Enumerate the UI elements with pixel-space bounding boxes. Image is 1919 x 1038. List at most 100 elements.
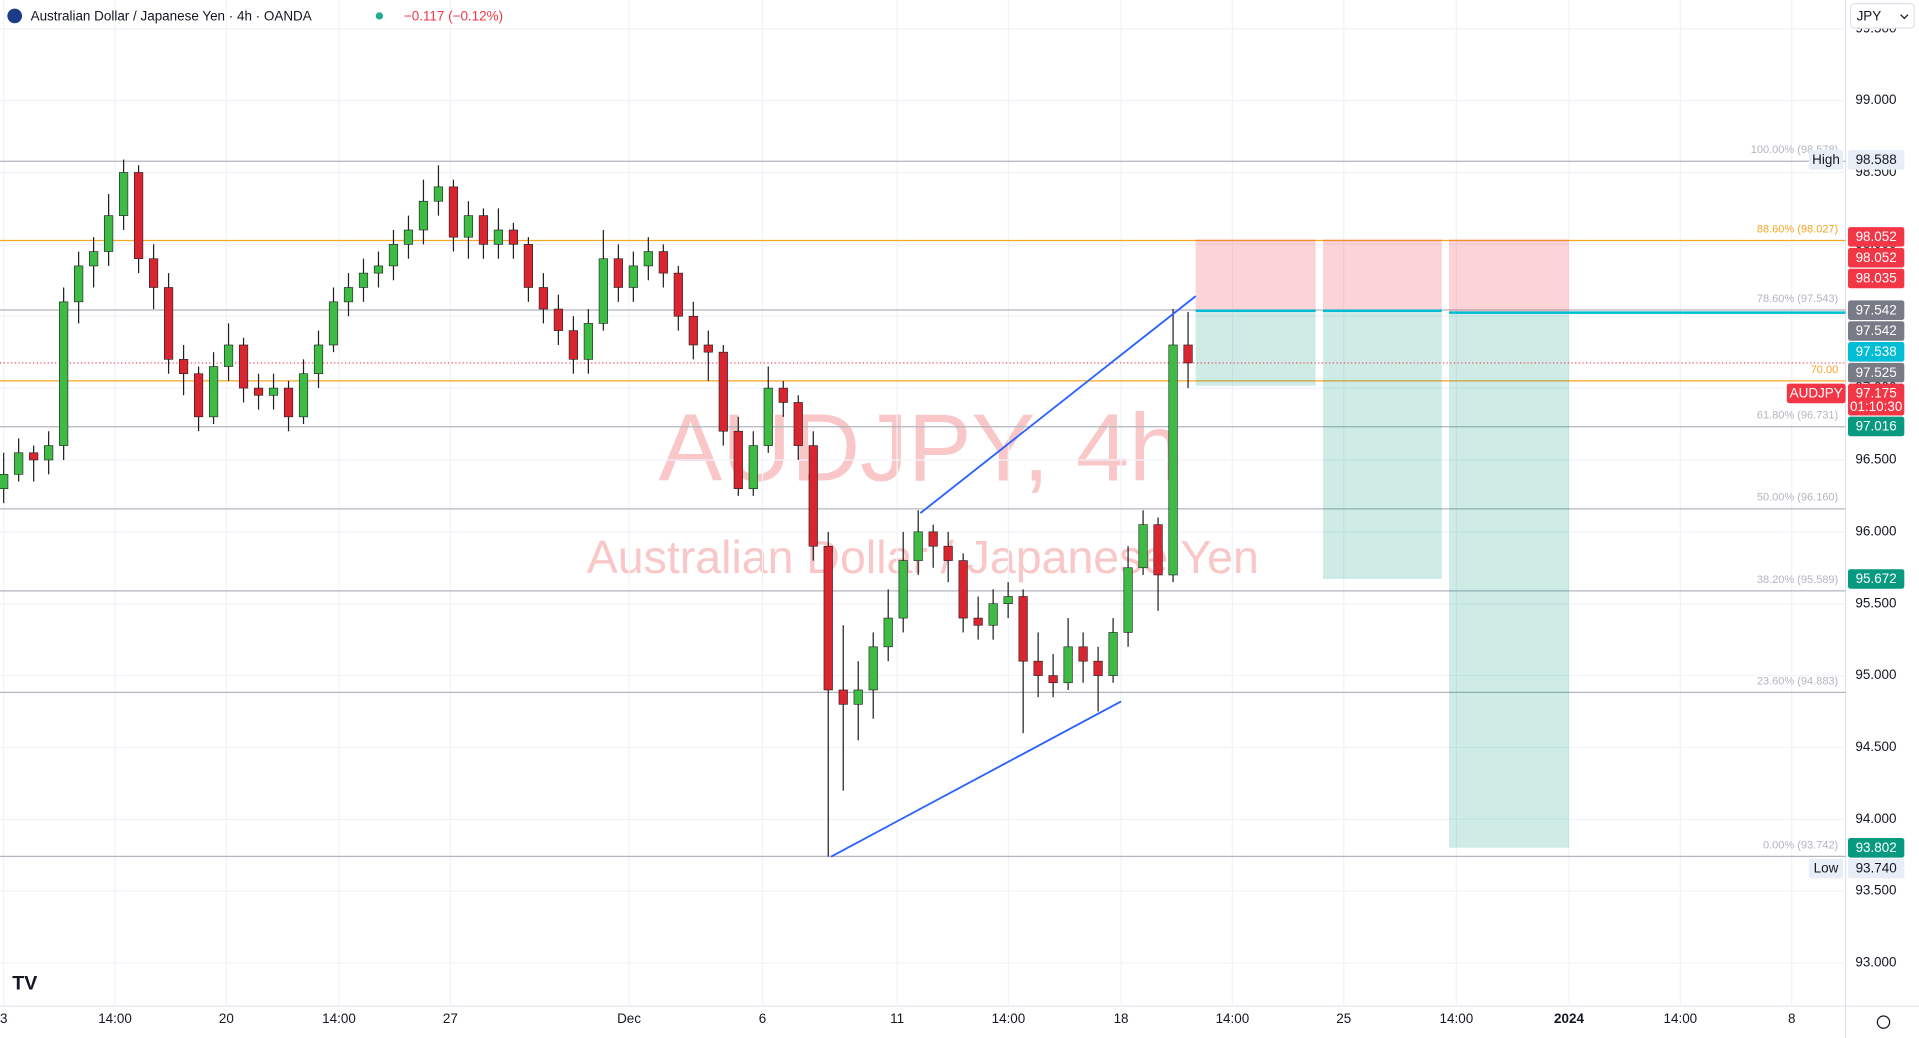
currency-select[interactable]	[1849, 3, 1915, 29]
candle-body	[943, 545, 953, 561]
target-zone	[1322, 310, 1442, 579]
price-tag	[1848, 383, 1905, 416]
plot: 93.000 93.500 94.000 94.500 95.000 95.500 96.0…	[0, 0, 1897, 1026]
price-tag-label: 93.802	[1856, 840, 1897, 855]
candle-body	[0, 474, 9, 490]
candle-body	[104, 215, 114, 252]
x-tick-label: 20	[219, 1011, 234, 1026]
candle-body	[778, 387, 788, 403]
candle-body	[838, 689, 848, 705]
candle-body	[1018, 596, 1028, 662]
y-tick-label: 96.500	[1855, 452, 1896, 467]
candle-body	[793, 402, 803, 446]
price-tag	[1848, 858, 1905, 879]
candle-body	[673, 272, 683, 317]
x-tick-label: 27	[443, 1011, 458, 1026]
candle-body	[1168, 344, 1178, 576]
tag-name: AUDJPY	[1790, 386, 1843, 401]
fib-label: 50.00% (96.160)	[1757, 492, 1838, 504]
price-tag	[1848, 247, 1905, 268]
candle-body	[1183, 344, 1193, 364]
y-tick-label: 96.000	[1855, 523, 1896, 538]
trendline	[830, 700, 1122, 858]
price-tag	[1848, 300, 1905, 320]
candle-body	[418, 200, 429, 231]
tag-name: Low	[1814, 861, 1839, 876]
fib-label: 38.20% (95.589)	[1757, 574, 1838, 586]
x-tick-label: Dec	[617, 1011, 641, 1026]
y-tick-label: 95.500	[1855, 595, 1896, 610]
symbol-icon[interactable]	[7, 8, 23, 24]
candle-body	[253, 387, 264, 396]
stop-zone	[1449, 239, 1569, 313]
price-tag-label: 93.740	[1856, 861, 1897, 876]
price-change: −0.117 (−0.12%)	[404, 9, 503, 24]
candle-body	[718, 351, 728, 432]
candle-body	[193, 373, 204, 418]
symbol-title[interactable]: Australian Dollar / Japanese Yen · 4h · …	[31, 9, 312, 24]
price-tag-label: 97.016	[1856, 419, 1897, 434]
candle-body	[553, 308, 563, 331]
x-tick-label: 2024	[1554, 1011, 1584, 1026]
price-tag-label: 97.175	[1856, 386, 1897, 401]
dropdown-icon	[1900, 14, 1909, 20]
candle-body	[643, 251, 653, 267]
candle-body	[928, 531, 938, 547]
candle-body	[598, 258, 608, 324]
candle-body	[1003, 596, 1013, 605]
price-tag-label: 98.052	[1856, 229, 1897, 244]
fib-label: 78.60% (97.543)	[1757, 293, 1838, 305]
candle-body	[388, 244, 399, 267]
candle-body	[149, 258, 159, 288]
candle-body	[973, 617, 983, 626]
price-tag	[1848, 227, 1905, 247]
currency[interactable]: JPY	[1857, 9, 1882, 24]
candle-body	[178, 359, 189, 375]
trendline	[919, 295, 1197, 514]
market-status	[375, 12, 384, 20]
target-zone	[1195, 310, 1316, 386]
fib-label: 88.60% (98.027)	[1757, 223, 1838, 235]
watermark-title: AUDJPY, 4h	[659, 396, 1182, 502]
candle-body	[523, 244, 533, 288]
y-tick-label: 93.000	[1855, 955, 1896, 970]
candle-body	[74, 265, 84, 303]
settings-icon[interactable]	[1876, 1015, 1891, 1029]
x-tick-label: 6	[759, 1011, 766, 1026]
candle-body	[898, 560, 908, 619]
candle-body	[298, 373, 309, 418]
y-tick-label: 94.000	[1855, 811, 1896, 826]
candle-body	[868, 646, 878, 691]
candle-body	[328, 301, 339, 346]
x-tick-label: 3	[0, 1011, 7, 1026]
candle-body	[1078, 646, 1088, 662]
candle-body	[853, 689, 863, 705]
y-tick-label: 93.500	[1855, 883, 1896, 898]
price-tag	[1848, 416, 1905, 437]
price-tag-label: 97.525	[1856, 365, 1897, 380]
price-tag-label: 98.052	[1856, 250, 1897, 265]
candle-body	[358, 272, 369, 288]
candle-body	[89, 251, 99, 267]
x-tick-label: 14:00	[1216, 1011, 1250, 1026]
candle-body	[14, 452, 24, 475]
logo[interactable]: TV	[12, 972, 37, 994]
fib-label: 61.80% (96.731)	[1757, 410, 1838, 422]
candle-body	[688, 315, 698, 346]
tag-name-box	[1808, 858, 1844, 879]
price-tag-label: 97.542	[1856, 323, 1897, 338]
candle-body	[448, 186, 459, 238]
candle-body	[1138, 524, 1148, 569]
candle-body	[883, 617, 893, 648]
price-tag	[1848, 150, 1905, 170]
fib-label: 23.60% (94.883)	[1757, 675, 1838, 687]
candle-body	[343, 287, 354, 303]
candle-body	[538, 287, 548, 310]
candle-body	[208, 366, 219, 418]
candle-body	[913, 531, 923, 561]
candle-body	[658, 251, 668, 274]
candle-body	[823, 545, 833, 691]
